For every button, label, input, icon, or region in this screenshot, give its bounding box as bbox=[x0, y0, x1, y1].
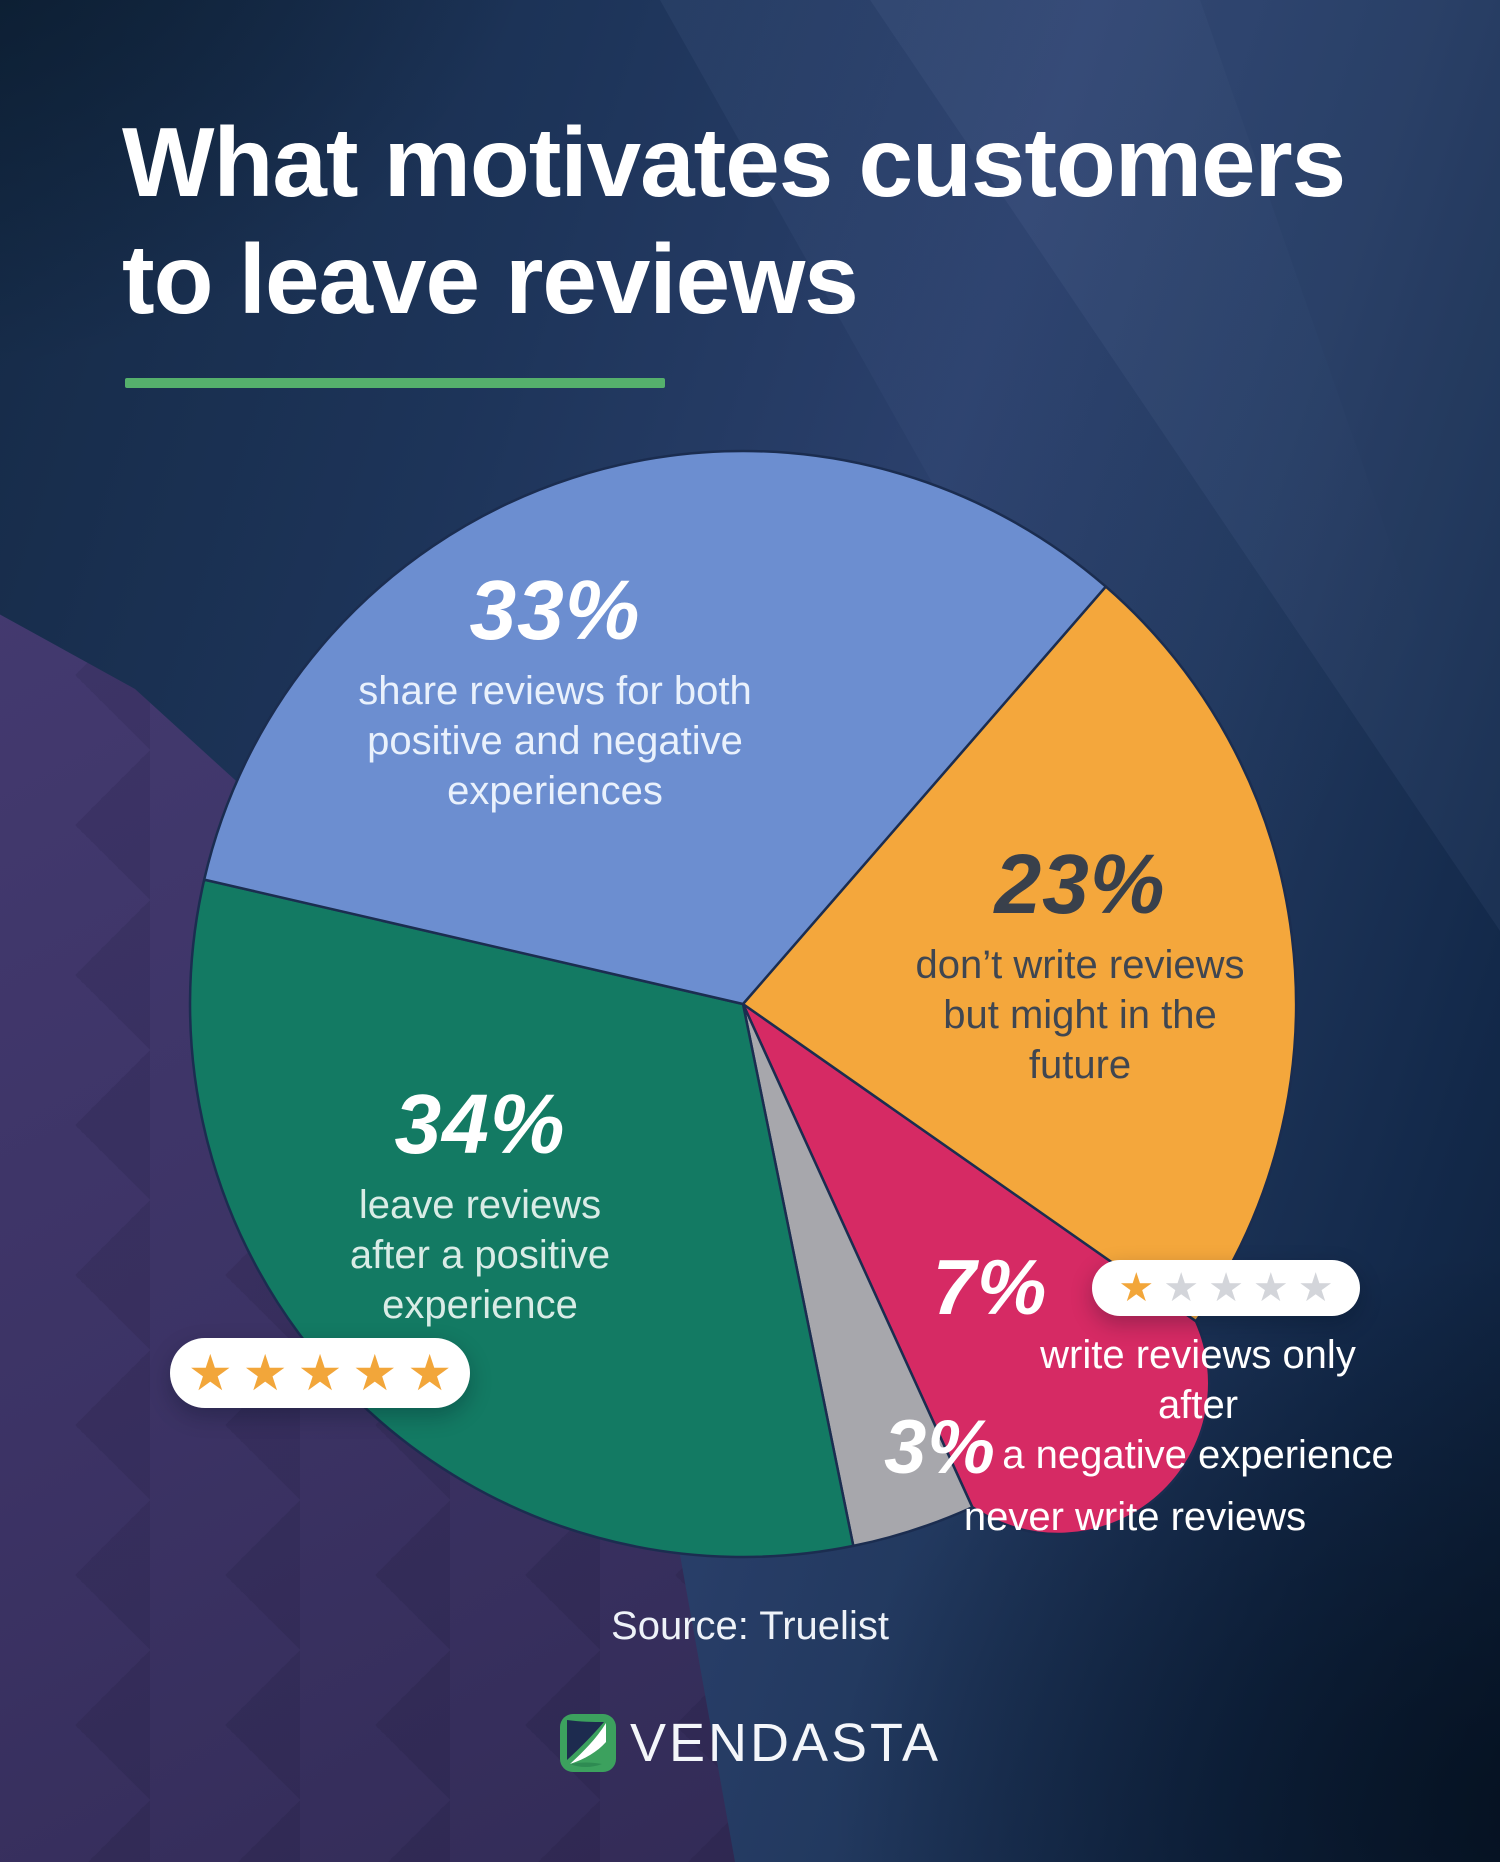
star-icon: ★ bbox=[187, 1345, 233, 1401]
source-attribution: Source: Truelist bbox=[611, 1604, 889, 1648]
pie-slice-maybe-23 bbox=[741, 585, 1298, 1323]
star-icon: ★ bbox=[1297, 1266, 1334, 1310]
star-icon: ★ bbox=[1208, 1266, 1244, 1310]
slice-caption-never: never write reviews bbox=[963, 1495, 1307, 1539]
slice-label-negative: 7% bbox=[880, 1248, 1100, 1326]
slice-label-never: 3% bbox=[845, 1410, 1035, 1486]
title-accent-underline bbox=[125, 378, 665, 388]
star-icon: ★ bbox=[352, 1345, 398, 1401]
page-title-line2: to leave reviews bbox=[122, 224, 859, 334]
one-star-rating-badge: ★ ★ ★ ★ ★ bbox=[1092, 1260, 1360, 1316]
slice-value-maybe: 23% bbox=[994, 837, 1166, 931]
slice-label-both: 33% share reviews for both positive and … bbox=[305, 568, 805, 816]
star-icon: ★ bbox=[1118, 1266, 1155, 1310]
page-title: What motivates customers to leave review… bbox=[122, 104, 1346, 338]
pie-slice-both-33 bbox=[202, 449, 1108, 1006]
slice-value-positive: 34% bbox=[394, 1077, 566, 1171]
slice-value-never: 3% bbox=[884, 1405, 996, 1490]
slice-label-positive: 34% leave reviews after a positive exper… bbox=[280, 1082, 680, 1330]
vendasta-logo-icon bbox=[559, 1714, 616, 1772]
vendasta-wordmark: VENDASTA bbox=[629, 1713, 942, 1773]
star-icon: ★ bbox=[407, 1345, 453, 1401]
slice-caption-maybe: don’t write reviews but might in the fut… bbox=[915, 943, 1245, 1087]
slice-caption-negative: write reviews only after a negative expe… bbox=[1002, 1333, 1394, 1477]
star-icon: ★ bbox=[1252, 1266, 1289, 1310]
page-title-line1: What motivates customers bbox=[122, 107, 1346, 217]
star-icon: ★ bbox=[1163, 1266, 1200, 1310]
slice-value-negative: 7% bbox=[932, 1243, 1048, 1331]
slice-value-both: 33% bbox=[469, 563, 641, 657]
slice-caption-positive: leave reviews after a positive experienc… bbox=[349, 1183, 611, 1327]
star-icon: ★ bbox=[242, 1345, 288, 1401]
star-icon: ★ bbox=[297, 1345, 343, 1401]
pie-slice-negative-7 bbox=[741, 1002, 1211, 1536]
five-star-rating-badge: ★ ★ ★ ★ ★ bbox=[170, 1338, 470, 1408]
vendasta-logo: VENDASTA bbox=[0, 1712, 1500, 1774]
slice-caption-both: share reviews for both positive and nega… bbox=[358, 669, 752, 813]
slice-label-maybe: 23% don’t write reviews but might in the… bbox=[880, 842, 1280, 1090]
